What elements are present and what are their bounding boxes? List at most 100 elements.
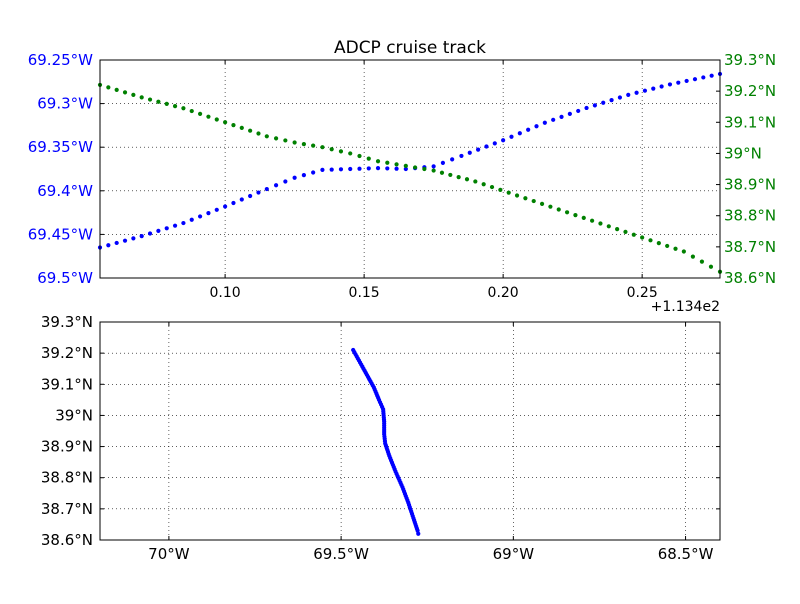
longitude-point xyxy=(709,73,714,78)
latitude-point xyxy=(481,182,486,187)
latitude-point xyxy=(489,184,495,190)
longitude-point xyxy=(131,236,136,241)
longitude-point xyxy=(311,170,316,175)
longitude-point xyxy=(273,183,279,188)
bottom-y-tick-label: 38.9°N xyxy=(41,438,93,456)
track-point xyxy=(416,531,421,536)
longitude-point xyxy=(459,153,464,159)
latitude-point xyxy=(531,198,536,204)
latitude-point xyxy=(708,264,714,269)
latitude-point xyxy=(699,259,705,264)
longitude-point xyxy=(256,190,261,195)
longitude-point xyxy=(114,240,119,246)
latitude-point xyxy=(311,143,316,148)
longitude-point xyxy=(642,88,648,93)
latitude-point xyxy=(656,241,661,246)
longitude-point xyxy=(214,207,219,212)
longitude-point xyxy=(431,164,436,169)
latitude-point xyxy=(256,131,261,136)
latitude-point xyxy=(464,177,470,182)
top-right-tick-label: 39.1°N xyxy=(724,113,776,131)
bottom-y-tick-label: 38.6°N xyxy=(41,531,93,549)
longitude-point xyxy=(357,166,362,171)
latitude-point xyxy=(690,254,695,259)
top-right-tick-label: 38.9°N xyxy=(724,176,776,194)
longitude-point xyxy=(147,231,153,236)
bottom-y-tick-label: 38.7°N xyxy=(41,500,93,518)
latitude-point xyxy=(573,212,578,218)
latitude-point xyxy=(412,165,418,170)
bottom-x-tick-label: 68.5°W xyxy=(658,545,714,563)
longitude-point xyxy=(484,144,489,149)
longitude-point xyxy=(651,86,656,91)
longitude-point xyxy=(684,78,689,84)
latitude-point xyxy=(172,103,178,109)
latitude-point xyxy=(394,162,399,167)
latitude-point xyxy=(223,120,228,125)
bottom-x-tick-label: 69°W xyxy=(493,545,535,563)
longitude-point xyxy=(592,103,597,108)
latitude-point xyxy=(473,179,478,184)
bottom-data-points xyxy=(351,347,421,536)
latitude-point xyxy=(456,174,461,180)
longitude-point xyxy=(122,238,128,243)
top-right-tick-label: 38.8°N xyxy=(724,207,776,225)
latitude-point xyxy=(264,134,269,139)
latitude-point xyxy=(539,201,545,206)
top-left-tick-label: 69.3°W xyxy=(37,95,93,113)
top-subplot: 0.10 0.15 0.20 0.25 69.25°W 69.3°W 69.35°W 69.4… xyxy=(28,38,776,315)
latitude-point xyxy=(114,87,119,92)
longitude-point xyxy=(338,167,344,172)
latitude-point xyxy=(206,114,211,119)
top-left-tick-label: 69.35°W xyxy=(28,138,93,156)
latitude-point xyxy=(548,204,553,209)
longitude-point xyxy=(450,157,455,162)
longitude-point xyxy=(164,226,169,231)
top-left-tick-label: 69.4°W xyxy=(37,182,93,200)
longitude-point xyxy=(189,217,194,222)
bottom-y-tick-label: 39.2°N xyxy=(41,344,93,362)
bottom-y-tick-label: 39°N xyxy=(55,406,93,424)
longitude-point xyxy=(239,197,244,202)
longitude-point xyxy=(526,127,531,132)
latitude-point xyxy=(189,108,194,114)
bottom-subplot: 70°W 69.5°W 69°W 68.5°W 38.6°N 38.7°N 38.8°N 38… xyxy=(41,313,721,563)
longitude-point xyxy=(701,75,706,80)
longitude-point xyxy=(385,166,390,171)
latitude-point xyxy=(181,106,186,111)
latitude-point xyxy=(375,159,381,164)
top-x-tick-label: 0.15 xyxy=(349,285,380,301)
top-left-tick-label: 69.5°W xyxy=(37,269,93,287)
latitude-point xyxy=(292,140,297,145)
top-right-tick-label: 38.6°N xyxy=(724,269,776,287)
x-offset-label: +1.134e2 xyxy=(651,299,720,315)
latitude-point xyxy=(556,207,561,212)
latitude-point xyxy=(403,163,408,168)
longitude-point xyxy=(231,200,236,206)
bottom-y-tick-label: 38.8°N xyxy=(41,469,93,487)
latitude-point xyxy=(214,117,219,122)
longitude-point xyxy=(403,166,408,172)
longitude-point xyxy=(264,186,269,192)
latitude-point xyxy=(665,243,670,249)
longitude-point xyxy=(626,92,631,97)
longitude-point xyxy=(617,95,623,100)
latitude-point xyxy=(523,196,528,201)
bottom-grid xyxy=(100,322,720,540)
latitude-point xyxy=(131,92,136,97)
latitude-point xyxy=(598,221,603,226)
latitude-point xyxy=(564,210,570,215)
longitude-point xyxy=(542,120,547,125)
longitude-point xyxy=(659,84,664,89)
top-x-tick-label: 0.10 xyxy=(210,285,241,301)
bottom-plot-frame xyxy=(99,321,721,541)
latitude-point xyxy=(615,227,620,232)
latitude-point xyxy=(122,90,128,95)
bottom-ticks: 70°W 69.5°W 69°W 68.5°W 38.6°N 38.7°N 38.8°N 38… xyxy=(41,313,720,563)
top-right-tick-label: 39°N xyxy=(724,144,762,162)
latitude-point xyxy=(273,136,279,141)
top-right-tick-label: 39.3°N xyxy=(724,51,776,69)
longitude-point xyxy=(609,98,614,103)
latitude-point xyxy=(147,97,153,102)
